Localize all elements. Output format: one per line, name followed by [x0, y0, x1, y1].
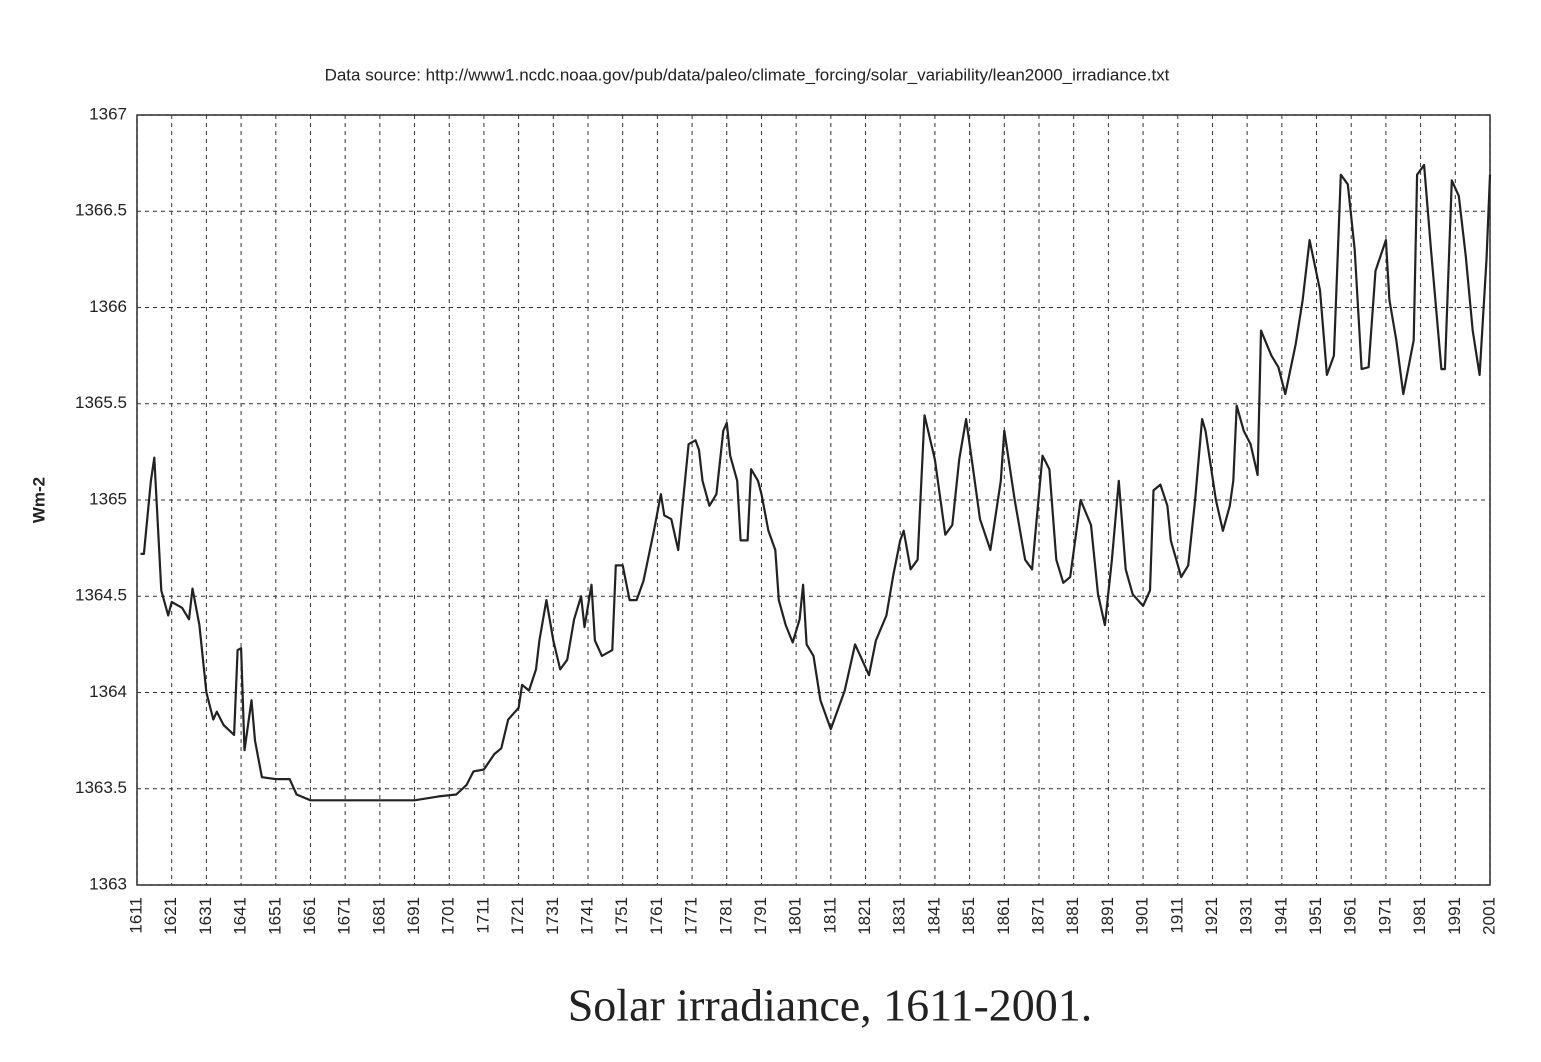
y-tick-label: 1366.5	[75, 201, 127, 220]
x-tick-label: 1891	[1098, 897, 1117, 935]
x-tick-label: 1871	[1028, 897, 1047, 935]
x-tick-label: 1911	[1167, 897, 1186, 934]
x-tick-label: 1741	[577, 897, 596, 935]
x-tick-label: 1981	[1410, 897, 1429, 935]
x-tick-label: 1921	[1202, 897, 1221, 935]
x-tick-label: 1661	[300, 897, 319, 935]
x-tick-label: 1621	[161, 897, 180, 935]
x-tick-label: 1941	[1271, 897, 1290, 935]
data-line	[140, 163, 1492, 802]
x-tick-label: 1671	[335, 897, 354, 935]
x-tick-label: 1721	[508, 897, 527, 935]
x-tick-label: 1901	[1133, 897, 1152, 935]
x-tick-label: 1641	[231, 897, 250, 935]
x-tick-label: 1761	[647, 897, 666, 935]
y-tick-label: 1365	[89, 489, 127, 508]
x-tick-label: 1881	[1063, 897, 1082, 935]
y-tick-label: 1363.5	[75, 778, 127, 797]
y-tick-label: 1363	[89, 874, 127, 893]
x-tick-label: 1691	[404, 897, 423, 935]
y-tick-label: 1364	[89, 682, 127, 701]
y-tick-label: 1364.5	[75, 586, 127, 605]
x-tick-label: 1731	[543, 897, 562, 935]
x-tick-label: 1931	[1237, 897, 1256, 935]
chart-subtitle: Data source: http://www1.ncdc.noaa.gov/p…	[325, 65, 1170, 84]
x-tick-label: 1651	[265, 897, 284, 935]
x-tick-label: 1811	[820, 897, 839, 934]
x-tick-label: 1681	[369, 897, 388, 935]
x-tick-label: 1951	[1306, 897, 1325, 935]
x-tick-label: 2001	[1479, 897, 1498, 935]
x-tick-label: 1751	[612, 897, 631, 935]
x-tick-label: 1631	[196, 897, 215, 935]
x-tick-label: 1821	[855, 897, 874, 935]
x-tick-label: 1841	[924, 897, 943, 935]
x-tick-label: 1771	[682, 897, 701, 935]
x-tick-label: 1781	[716, 897, 735, 935]
y-tick-label: 1366	[89, 297, 127, 316]
y-axis-label: Wm-2	[29, 477, 48, 523]
x-tick-label: 1611	[126, 897, 145, 934]
x-tick-label: 1711	[473, 897, 492, 934]
x-tick-label: 1971	[1375, 897, 1394, 935]
x-tick-label: 1961	[1341, 897, 1360, 935]
x-tick-label: 1791	[751, 897, 770, 935]
x-tick-label: 1701	[439, 897, 458, 935]
chart-title: Solar irradiance, 1611-2001.	[568, 980, 1093, 1031]
y-tick-label: 1365.5	[75, 393, 127, 412]
x-tick-label: 1861	[994, 897, 1013, 935]
x-tick-label: 1831	[890, 897, 909, 935]
x-tick-label: 1801	[786, 897, 805, 935]
y-tick-label: 1367	[89, 104, 127, 123]
x-tick-label: 1991	[1445, 897, 1464, 935]
x-tick-label: 1851	[959, 897, 978, 935]
